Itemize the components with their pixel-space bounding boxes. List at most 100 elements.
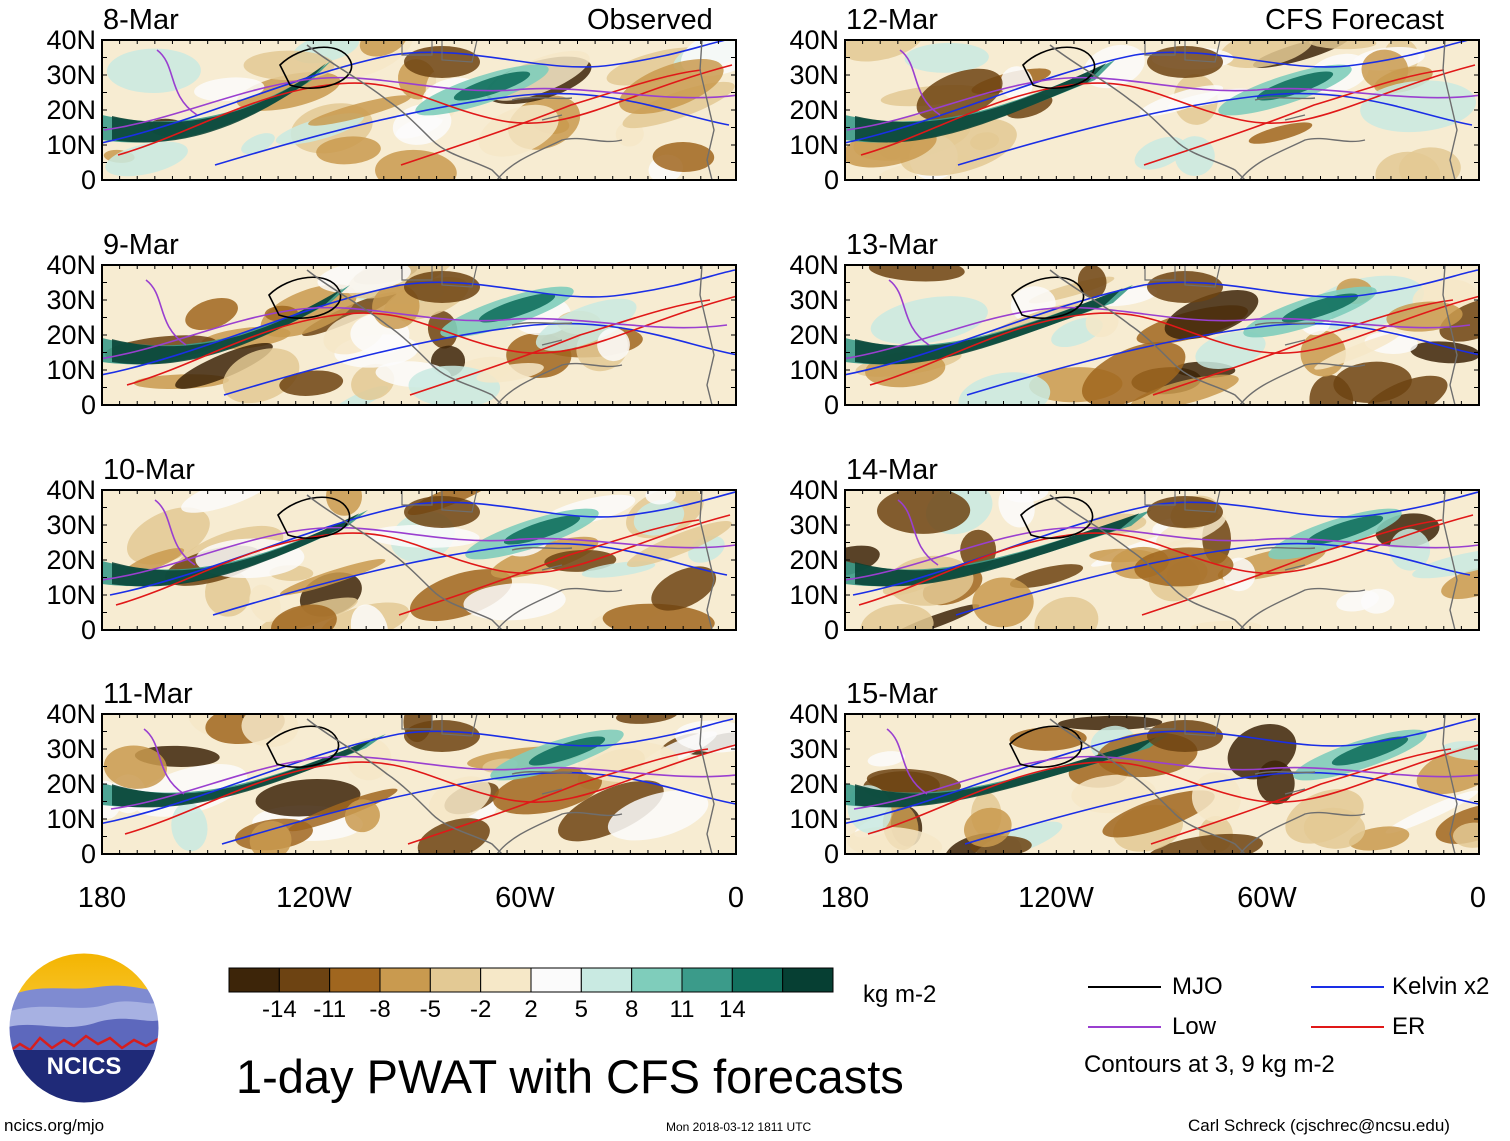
colorbar-swatch xyxy=(631,967,683,993)
right-panel-1-lat-tick: 40N xyxy=(789,250,839,280)
left-panel-1-lat-tick: 30N xyxy=(46,285,96,315)
colorbar-tick-label: -8 xyxy=(369,996,391,1023)
colorbar-swatch xyxy=(429,967,482,993)
colorbar-tick-label: -2 xyxy=(469,996,492,1023)
right-map-panel-3 xyxy=(844,713,1480,855)
left-panel-3-lat-tick: 30N xyxy=(46,734,96,764)
lon-tick-left-0: 0 xyxy=(727,882,745,914)
right-panel-3-lat-tick: 20N xyxy=(789,769,839,799)
right-panel-2-lat-tick: 10N xyxy=(789,580,839,610)
left-panel-0-lat-tick: 10N xyxy=(46,130,96,160)
right-panel-0-lat-tick: 10N xyxy=(789,130,839,160)
colorbar-tick-label: -11 xyxy=(313,996,347,1023)
left-map-panel-1 xyxy=(101,264,737,406)
left-panel-2-lat-tick: 0 xyxy=(80,615,96,645)
right-map-panel-0 xyxy=(844,39,1480,181)
left-panel-1-lat-tick: 40N xyxy=(46,250,96,280)
left-panel-0-lat-tick: 0 xyxy=(80,165,96,195)
right-panel-3-lat-tick: 30N xyxy=(789,734,839,764)
colorbar-tick-label: 5 xyxy=(574,996,589,1023)
right-panel-2-lat-tick: 30N xyxy=(789,510,839,540)
observed-header: Observed xyxy=(587,4,713,36)
ncics-logo: NCICS xyxy=(8,952,160,1104)
lon-tick-left-120w: 120W xyxy=(276,882,352,914)
colorbar-swatch xyxy=(278,967,331,993)
right-panel-3-lat-tick: 0 xyxy=(823,839,839,869)
right-panel-1-lat-tick: 20N xyxy=(789,320,839,350)
right-panel-date-3: 15-Mar xyxy=(846,678,938,710)
lon-tick-left-60w: 60W xyxy=(495,882,555,914)
left-map-panel-3 xyxy=(101,713,737,855)
left-panel-date-3: 11-Mar xyxy=(103,678,193,710)
lon-tick-right-180: 180 xyxy=(820,882,870,914)
left-panel-3-lat-tick: 0 xyxy=(80,839,96,869)
colorbar-swatch xyxy=(480,967,532,993)
right-panel-3-lat-tick: 10N xyxy=(789,804,839,834)
right-map-panel-2 xyxy=(844,489,1480,631)
right-panel-0-lat-tick: 40N xyxy=(789,25,839,55)
left-panel-0-lat-tick: 20N xyxy=(46,95,96,125)
right-panel-date-0: 12-Mar xyxy=(846,4,938,36)
colorbar-swatch xyxy=(228,967,280,993)
left-panel-1-lat-tick: 20N xyxy=(46,320,96,350)
left-panel-0-lat-tick: 40N xyxy=(46,25,96,55)
colorbar-unit: kg m-2 xyxy=(863,981,937,1008)
colorbar-tick-label: 11 xyxy=(669,996,695,1023)
left-panel-2-lat-tick: 30N xyxy=(46,510,96,540)
colorbar-swatch xyxy=(782,967,834,993)
colorbar xyxy=(228,967,834,993)
right-panel-2-lat-tick: 0 xyxy=(823,615,839,645)
left-panel-date-0: 8-Mar xyxy=(103,4,179,36)
colorbar-tick-label: 8 xyxy=(624,996,639,1023)
lon-tick-right-120w: 120W xyxy=(1018,882,1094,914)
colorbar-swatch xyxy=(379,967,431,993)
lon-tick-right-60w: 60W xyxy=(1237,882,1297,914)
cfs-forecast-header: CFS Forecast xyxy=(1265,4,1444,36)
left-panel-3-lat-tick: 10N xyxy=(46,804,96,834)
figure-title: 1-day PWAT with CFS forecasts xyxy=(236,1050,904,1103)
left-panel-2-lat-tick: 40N xyxy=(46,475,96,505)
colorbar-swatch xyxy=(329,967,381,993)
footer-center: Mon 2018-03-12 1811 UTC xyxy=(666,1120,812,1134)
lon-tick-right-0: 0 xyxy=(1469,882,1487,914)
legend-kelvin-label: Kelvin x2 xyxy=(1392,973,1490,1000)
colorbar-swatch xyxy=(580,967,633,993)
left-panel-date-2: 10-Mar xyxy=(103,454,195,486)
legend-note: Contours at 3, 9 kg m-2 xyxy=(1084,1051,1335,1078)
colorbar-swatch xyxy=(681,967,733,993)
right-panel-0-lat-tick: 0 xyxy=(823,165,839,195)
left-map-panel-0 xyxy=(101,39,737,181)
lon-tick-left-180: 180 xyxy=(77,882,127,914)
right-panel-3-lat-tick: 40N xyxy=(789,699,839,729)
colorbar-swatch xyxy=(731,967,784,993)
colorbar-tick-label: -5 xyxy=(419,996,441,1023)
left-panel-0-lat-tick: 30N xyxy=(46,60,96,90)
left-panel-2-lat-tick: 20N xyxy=(46,545,96,575)
legend-er-label: ER xyxy=(1392,1013,1426,1040)
left-panel-1-lat-tick: 0 xyxy=(80,390,96,420)
footer-left: ncics.org/mjo xyxy=(4,1116,105,1135)
legend-mjo-label: MJO xyxy=(1172,973,1223,1000)
footer-right: Carl Schreck (cjschrec@ncsu.edu) xyxy=(1188,1116,1450,1135)
colorbar-tick-label: 2 xyxy=(524,996,538,1023)
left-panel-date-1: 9-Mar xyxy=(103,229,179,261)
colorbar-tick-label: -14 xyxy=(261,996,297,1023)
left-panel-2-lat-tick: 10N xyxy=(46,580,96,610)
right-map-panel-1 xyxy=(844,264,1480,406)
left-panel-3-lat-tick: 40N xyxy=(46,699,96,729)
right-panel-0-lat-tick: 20N xyxy=(789,95,839,125)
left-map-panel-2 xyxy=(101,489,737,631)
legend-low-label: Low xyxy=(1172,1013,1217,1040)
right-panel-1-lat-tick: 30N xyxy=(789,285,839,315)
colorbar-swatch xyxy=(530,967,582,993)
left-panel-3-lat-tick: 20N xyxy=(46,769,96,799)
right-panel-2-lat-tick: 20N xyxy=(789,545,839,575)
right-panel-2-lat-tick: 40N xyxy=(789,475,839,505)
right-panel-1-lat-tick: 10N xyxy=(789,355,839,385)
right-panel-0-lat-tick: 30N xyxy=(789,60,839,90)
right-panel-date-2: 14-Mar xyxy=(846,454,938,486)
left-panel-1-lat-tick: 10N xyxy=(46,355,96,385)
logo-text: NCICS xyxy=(47,1053,122,1080)
colorbar-tick-label: 14 xyxy=(718,996,746,1023)
right-panel-1-lat-tick: 0 xyxy=(823,390,839,420)
